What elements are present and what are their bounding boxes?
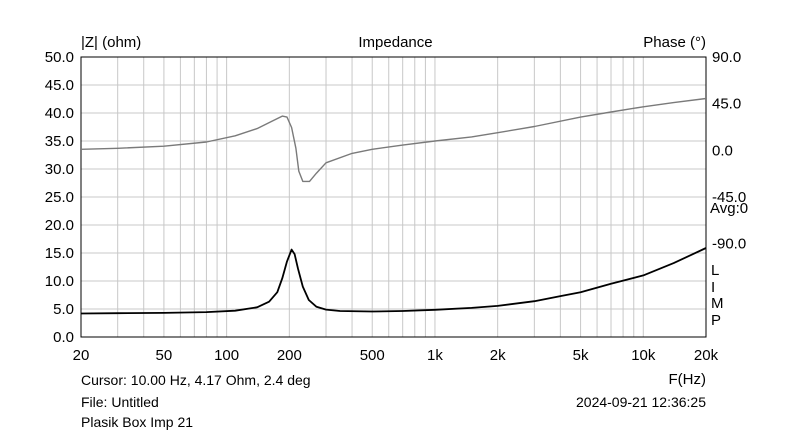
x-tick-label: 2k xyxy=(490,347,506,364)
legend-letter: I xyxy=(711,279,715,296)
x-tick-label: 1k xyxy=(427,347,443,364)
x-tick-label: 10k xyxy=(631,347,656,364)
y-left-tick-label: 30.0 xyxy=(45,161,74,178)
legend-letter: L xyxy=(711,262,719,279)
y-right-axis-label: Phase (°) xyxy=(643,34,706,51)
x-tick-label: 20k xyxy=(694,347,719,364)
y-left-tick-label: 5.0 xyxy=(53,301,74,318)
y-left-axis-label: |Z| (ohm) xyxy=(81,34,141,51)
measurement-description: Plasik Box Imp 21 xyxy=(81,414,194,430)
impedance-curve xyxy=(80,247,707,315)
x-tick-label: 500 xyxy=(360,347,385,364)
y-left-tick-label: 10.0 xyxy=(45,273,74,290)
legend-letter: P xyxy=(711,312,721,329)
x-tick-label: 100 xyxy=(214,347,239,364)
y-left-tick-label: 15.0 xyxy=(45,245,74,262)
y-left-tick-label: 40.0 xyxy=(45,105,74,122)
grid xyxy=(80,56,707,338)
cursor-readout: Cursor: 10.00 Hz, 4.17 Ohm, 2.4 deg xyxy=(81,372,311,388)
y-left-tick-label: 45.0 xyxy=(45,77,74,94)
y-left-tick-label: 25.0 xyxy=(45,189,74,206)
phase-curve xyxy=(80,97,707,183)
y-right-tick-label: -45.0 xyxy=(712,189,746,206)
y-left-tick-label: 0.0 xyxy=(53,329,74,346)
average-annotation: Avg:0 xyxy=(710,200,748,217)
axis-labels: 0.0 5.0 10.0 15.0 20.0 25.0 30.0 35.0 40.0 45.0 50… xyxy=(45,34,748,388)
x-tick-label: 20 xyxy=(73,347,90,364)
file-name: File: Untitled xyxy=(81,394,159,410)
y-right-tick-label: 45.0 xyxy=(712,96,741,113)
y-right-tick-label: -90.0 xyxy=(712,236,746,253)
x-tick-label: 5k xyxy=(573,347,589,364)
plot-frame xyxy=(80,56,707,338)
x-tick-label: 200 xyxy=(277,347,302,364)
x-axis-label: F(Hz) xyxy=(669,371,707,388)
timestamp: 2024-09-21 12:36:25 xyxy=(576,394,706,410)
x-tick-label: 50 xyxy=(156,347,173,364)
y-left-tick-label: 35.0 xyxy=(45,133,74,150)
y-right-tick-label: 0.0 xyxy=(712,142,733,159)
curves xyxy=(80,97,707,315)
y-left-tick-label: 20.0 xyxy=(45,217,74,234)
chart-title: Impedance xyxy=(358,34,432,51)
legend-letter: M xyxy=(711,295,724,312)
y-right-tick-label: 90.0 xyxy=(712,49,741,66)
y-left-tick-label: 50.0 xyxy=(45,49,74,66)
